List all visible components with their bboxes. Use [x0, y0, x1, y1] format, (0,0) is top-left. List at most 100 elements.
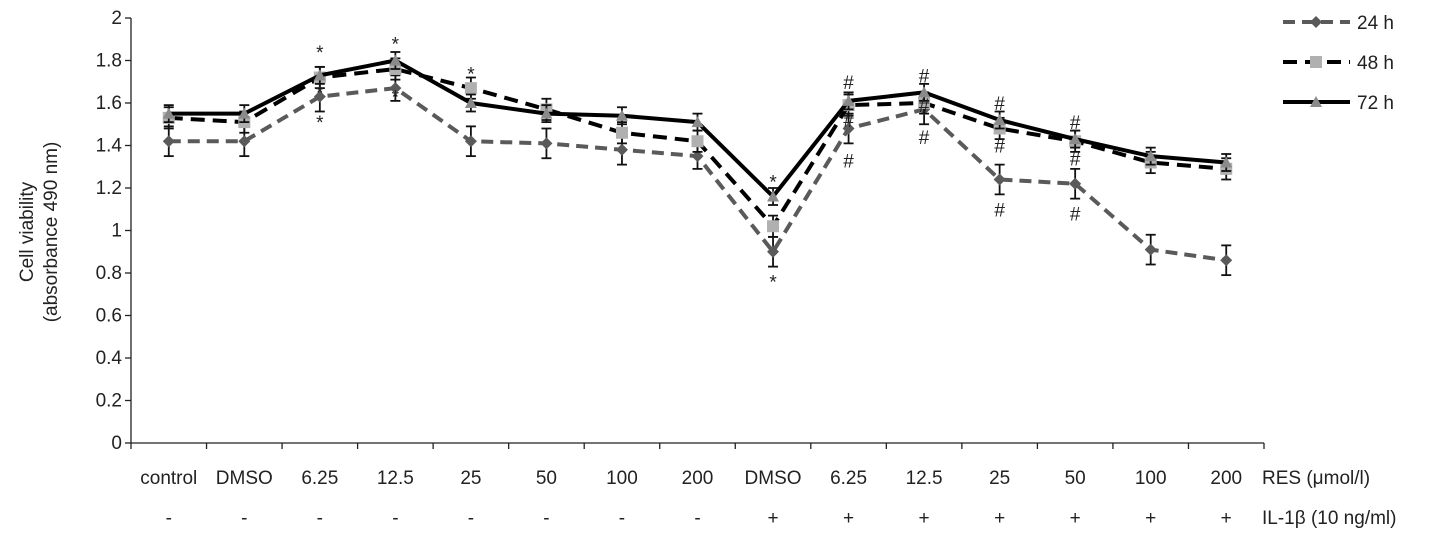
y-axis-label: Cell viability (absorbance 490 nm)	[17, 142, 62, 323]
x-tick-label: 100	[1135, 468, 1167, 489]
il1b-sign-label: -	[317, 508, 323, 529]
il1b-sign-label: +	[767, 508, 778, 529]
y-tick-label: 1	[111, 221, 122, 242]
series-layer	[162, 51, 1233, 277]
y-tick-label: 1.6	[96, 93, 122, 114]
data-point	[464, 97, 477, 108]
data-point	[1220, 156, 1233, 168]
x-tick-label: 6.25	[830, 468, 867, 489]
data-point	[313, 69, 326, 81]
x-category-labels: control DMSO 6.25 12.5 25 50 100 200 DMSO 6.25 12.…	[140, 468, 1242, 489]
data-point	[615, 143, 628, 156]
data-point	[993, 114, 1006, 125]
data-point	[842, 122, 855, 135]
il1b-sign-label: -	[392, 508, 398, 529]
y-tick-label: 1.8	[96, 51, 122, 72]
data-point	[842, 94, 855, 106]
data-point	[918, 86, 931, 98]
data-point	[691, 150, 704, 163]
significance-mark: *	[392, 35, 400, 56]
data-point	[767, 220, 780, 233]
data-point	[162, 135, 175, 148]
significance-mark: *	[392, 88, 400, 109]
significance-mark: #	[843, 151, 854, 172]
x-tick-label: 12.5	[906, 468, 943, 489]
series-2	[162, 51, 1233, 206]
il1b-sign-label: -	[468, 508, 474, 529]
y-axis-label-line1: Cell viability	[17, 181, 38, 282]
significance-mark: *	[316, 43, 324, 64]
significance-annotations: * * * * * * * * # # # # # # # # # # # #	[316, 35, 1081, 294]
data-point	[691, 116, 704, 128]
y-tick-label: 0.4	[96, 348, 123, 369]
x-tick-label: 200	[682, 468, 714, 489]
legend-swatch-marker	[1310, 56, 1322, 68]
data-point	[767, 190, 780, 202]
il1b-sign-label: -	[694, 508, 700, 529]
data-point	[162, 107, 175, 119]
il1b-sign-label: +	[843, 508, 854, 529]
significance-mark: #	[919, 96, 930, 117]
data-point	[993, 173, 1006, 186]
il1b-sign-label: -	[241, 508, 247, 529]
legend: 24 h 48 h 72 h	[1283, 13, 1394, 114]
il1b-sign-label: +	[1145, 508, 1156, 529]
data-point	[464, 135, 477, 148]
x-tick-label: 50	[1065, 468, 1086, 489]
data-point	[767, 245, 780, 258]
il1b-sign-label: +	[1070, 508, 1081, 529]
axes	[125, 17, 1265, 449]
y-tick-label: 2	[111, 8, 122, 29]
data-point	[238, 107, 251, 119]
data-point	[691, 135, 704, 148]
x-tick-label: 6.25	[301, 468, 338, 489]
il1b-sign-label: +	[1221, 508, 1232, 529]
significance-mark: #	[994, 94, 1005, 115]
il1b-row-label: IL-1β (10 ng/ml)	[1262, 508, 1396, 529]
significance-mark: *	[769, 273, 777, 294]
significance-mark: *	[316, 113, 324, 134]
significance-mark: #	[994, 137, 1005, 158]
significance-mark: #	[843, 111, 854, 132]
data-point	[1069, 133, 1082, 145]
significance-mark: #	[1070, 149, 1081, 170]
x-tick-label: 25	[460, 468, 481, 489]
data-point	[1144, 243, 1157, 256]
legend-swatch-marker	[1310, 96, 1322, 107]
data-point	[238, 135, 251, 148]
x-tick-label: 25	[989, 468, 1010, 489]
il1b-sign-label: -	[166, 508, 172, 529]
y-tick-label: 1.2	[96, 178, 122, 199]
data-point	[1069, 177, 1082, 190]
significance-mark: #	[919, 128, 930, 149]
x-tick-label: 100	[606, 468, 638, 489]
significance-mark: #	[843, 73, 854, 94]
data-point	[464, 82, 477, 95]
significance-mark: #	[994, 200, 1005, 221]
legend-swatch-marker	[1310, 16, 1322, 28]
significance-mark: #	[919, 66, 930, 87]
y-tick-label: 0.2	[96, 391, 122, 412]
y-tick-label: 0.6	[96, 306, 122, 327]
significance-mark: #	[1070, 113, 1081, 134]
data-point	[313, 90, 326, 103]
legend-label: 24 h	[1357, 13, 1394, 34]
data-point	[615, 126, 628, 139]
il1b-sign-label: +	[919, 508, 930, 529]
series-0	[162, 74, 1233, 277]
x-tick-label: control	[140, 468, 197, 489]
data-point	[540, 137, 553, 150]
y-tick-label: 1.4	[96, 136, 123, 157]
data-point	[389, 54, 402, 66]
il1b-sign-label: +	[994, 508, 1005, 529]
il1b-sign-label: -	[543, 508, 549, 529]
legend-item: 72 h	[1283, 93, 1394, 114]
significance-mark: *	[467, 64, 475, 85]
il1b-sign-label: -	[619, 508, 625, 529]
y-tick-label: 0.8	[96, 263, 122, 284]
data-point	[615, 109, 628, 121]
y-axis-label-line2: (absorbance 490 nm)	[41, 142, 62, 323]
significance-mark: #	[1070, 205, 1081, 226]
il1b-row-labels: - - - - - - - - + + + + + + +	[166, 508, 1232, 529]
